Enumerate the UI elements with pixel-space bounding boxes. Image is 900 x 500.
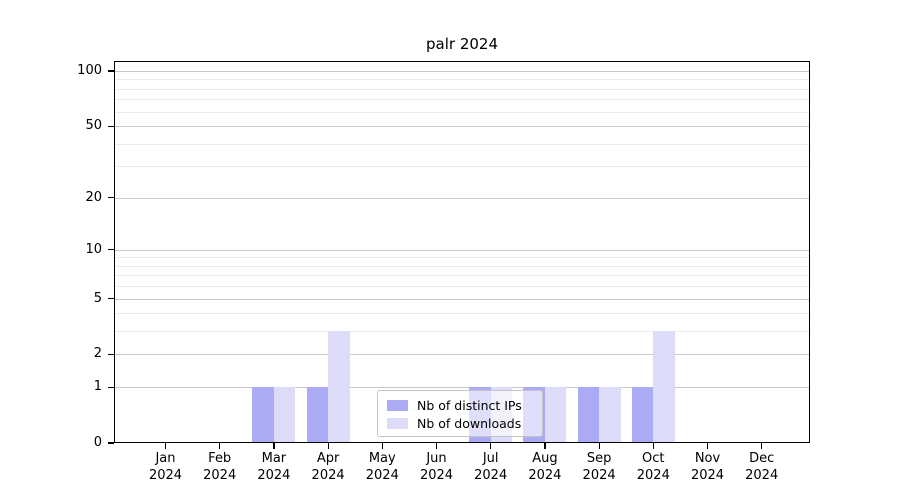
x-tick-label: Oct 2024 bbox=[636, 451, 670, 483]
y-tick-label: 50 bbox=[85, 118, 102, 134]
legend-label-downloads: Nb of downloads bbox=[417, 416, 522, 431]
x-tick-label: Feb 2024 bbox=[203, 451, 237, 483]
legend-label-distinct-ips: Nb of distinct IPs bbox=[417, 398, 522, 413]
y-tick-label: 10 bbox=[85, 241, 102, 257]
legend-entry-downloads: Nb of downloads bbox=[387, 415, 533, 432]
legend: Nb of distinct IPs Nb of downloads bbox=[377, 390, 543, 437]
legend-swatch-downloads bbox=[387, 418, 408, 429]
x-tick-label: Dec 2024 bbox=[745, 451, 779, 483]
x-tick-label: Jun 2024 bbox=[419, 451, 454, 483]
bar-downloads bbox=[328, 331, 350, 443]
y-tick-label: 20 bbox=[85, 189, 102, 205]
y-gridline-minor bbox=[114, 79, 810, 81]
bar-distinct-ips bbox=[577, 387, 600, 443]
y-gridline-minor bbox=[114, 143, 810, 145]
bar-distinct-ips bbox=[306, 387, 329, 443]
x-axis-tick bbox=[273, 443, 275, 449]
y-axis-tick bbox=[108, 386, 114, 388]
y-gridline-major bbox=[114, 126, 810, 128]
y-gridline-major bbox=[114, 71, 810, 72]
y-gridline-minor bbox=[114, 99, 810, 101]
y-gridline-minor bbox=[114, 286, 810, 288]
y-gridline-minor bbox=[114, 265, 810, 267]
bar-distinct-ips bbox=[252, 387, 274, 443]
y-gridline-minor bbox=[114, 166, 810, 168]
x-axis-tick bbox=[327, 443, 329, 449]
x-tick-label: May 2024 bbox=[365, 451, 399, 483]
x-axis-tick bbox=[652, 443, 654, 449]
x-tick-label: Sep 2024 bbox=[582, 451, 616, 483]
bar-downloads bbox=[273, 387, 296, 443]
x-axis-tick bbox=[435, 443, 438, 449]
y-gridline-minor bbox=[114, 331, 810, 333]
y-tick-label: 1 bbox=[93, 379, 102, 395]
y-gridline-minor bbox=[114, 111, 810, 113]
x-tick-label: Nov 2024 bbox=[690, 451, 725, 483]
y-axis-tick bbox=[108, 70, 114, 72]
x-tick-label: Jan 2024 bbox=[148, 451, 183, 483]
x-tick-label: Jul 2024 bbox=[474, 451, 508, 483]
x-axis-tick bbox=[761, 443, 763, 449]
x-axis-tick bbox=[598, 443, 600, 449]
y-gridline-minor bbox=[114, 313, 810, 315]
y-tick-label: 5 bbox=[93, 290, 102, 306]
x-axis-tick bbox=[381, 443, 383, 449]
x-axis-tick bbox=[706, 443, 709, 449]
y-gridline-minor bbox=[114, 275, 810, 277]
y-axis-tick bbox=[108, 249, 114, 251]
y-gridline-major bbox=[114, 387, 810, 389]
bar-downloads bbox=[653, 331, 675, 443]
legend-swatch-distinct-ips bbox=[387, 400, 408, 411]
y-axis-tick bbox=[108, 197, 114, 199]
x-axis-tick bbox=[544, 443, 546, 449]
y-tick-label: 100 bbox=[77, 63, 102, 78]
x-tick-label: Aug 2024 bbox=[528, 451, 562, 483]
x-axis-tick bbox=[219, 443, 221, 449]
x-tick-label: Apr 2024 bbox=[311, 451, 345, 483]
y-axis-tick bbox=[108, 125, 114, 127]
y-axis-tick bbox=[108, 298, 114, 300]
y-gridline-major bbox=[114, 298, 810, 300]
legend-entry-distinct-ips: Nb of distinct IPs bbox=[387, 397, 533, 414]
y-gridline-major bbox=[114, 197, 810, 199]
y-gridline-major bbox=[114, 354, 810, 356]
y-gridline-minor bbox=[114, 257, 810, 259]
y-axis-tick bbox=[108, 353, 114, 356]
y-tick-label: 2 bbox=[93, 346, 102, 362]
x-axis-tick bbox=[490, 443, 492, 449]
bar-distinct-ips bbox=[631, 387, 654, 443]
y-gridline-minor bbox=[114, 88, 810, 90]
bar-downloads bbox=[544, 387, 567, 443]
bar-downloads bbox=[599, 387, 621, 443]
y-tick-label: 0 bbox=[93, 435, 102, 450]
chart-title: palr 2024 bbox=[426, 35, 498, 53]
y-gridline-major bbox=[114, 249, 810, 251]
x-axis-tick bbox=[164, 443, 167, 449]
x-tick-label: Mar 2024 bbox=[257, 451, 291, 483]
y-axis-tick bbox=[108, 442, 114, 444]
